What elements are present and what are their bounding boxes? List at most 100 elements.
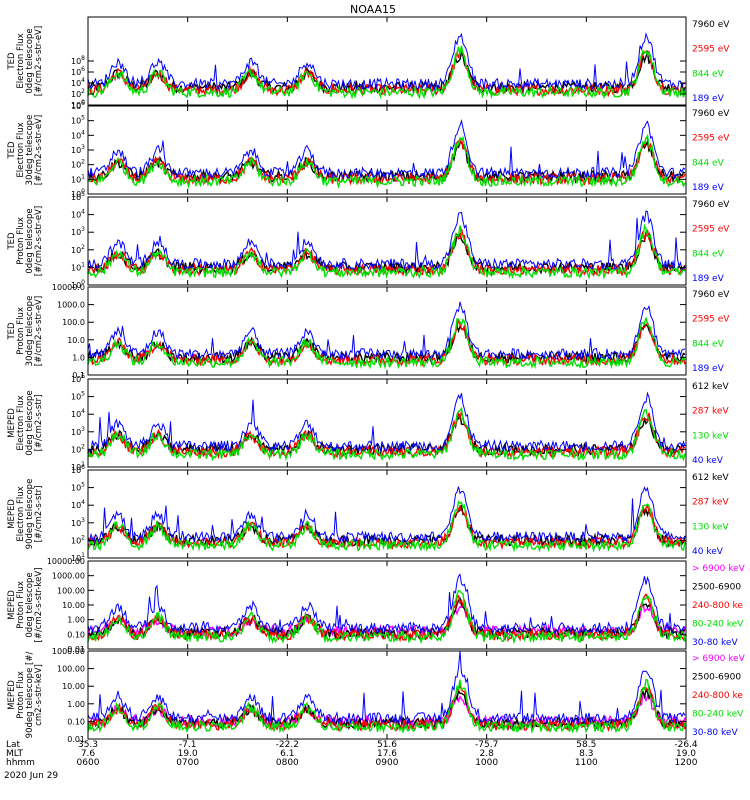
panel-3-legend: 7960 eV 2595 eV 844 eV 189 eV — [692, 200, 730, 284]
panel-4-ylabel: TEDProton Flux30deg telescope[#/cm2-s-st… — [7, 296, 44, 367]
legend-label: 2500-6900 — [692, 583, 741, 593]
lat-label: 35.3 — [78, 740, 98, 750]
ytick-label: 104 — [71, 499, 85, 510]
ytick-label: 105 — [71, 391, 85, 402]
panel-6-legend: 612 keV 287 keV 130 keV 40 keV — [692, 473, 729, 557]
mlt-label: 8.3 — [579, 749, 593, 759]
series-1-4-line — [87, 31, 686, 91]
bottom-row-label: hhmm — [6, 758, 35, 768]
legend-label: 7960 eV — [692, 290, 730, 300]
legend-label: 40 keV — [692, 456, 724, 466]
panel-6: 101 102 103 104 105 106 MEPEDElectron Flux90de… — [7, 464, 729, 563]
hhmm-label: 0700 — [176, 758, 199, 768]
legend-label: 612 keV — [692, 473, 729, 483]
lat-label: -22.2 — [276, 740, 299, 750]
panel-5-traces — [87, 391, 686, 462]
lat-label: 51.6 — [377, 740, 397, 750]
ytick-label: 10.00 — [62, 682, 85, 691]
series-7-4-line — [87, 589, 686, 645]
series-8-3-line — [87, 683, 686, 733]
legend-label: 2595 eV — [692, 45, 730, 55]
legend-label: 40 keV — [692, 547, 724, 557]
panel-7-ylabel: MEPEDProton Flux0deg telescope[#/cm2-s-s… — [7, 568, 44, 643]
ytick-label: 1000.0 — [57, 301, 85, 310]
series-3-2-line — [87, 228, 686, 278]
panel-5: 101 102 103 104 105 106 MEPEDElectron Flux0deg… — [7, 373, 729, 472]
ytick-label: 106 — [71, 464, 85, 475]
ytick-label: 103 — [71, 144, 85, 155]
ytick-label: 100 — [71, 279, 85, 290]
bottom-axis: LatMLThhmm35.37.60600-7.119.00700-22.26.… — [6, 740, 698, 768]
ytick-label: 100 — [71, 99, 85, 110]
legend-label: 2595 eV — [692, 315, 730, 325]
ytick-label: 10.0 — [67, 336, 85, 345]
legend-label: 844 eV — [692, 158, 725, 168]
ytick-label: 0.01 — [67, 735, 85, 744]
ytick-label: 102 — [71, 443, 85, 454]
legend-label: 189 eV — [692, 364, 725, 374]
ytick-label: 101 — [71, 552, 85, 563]
series-3-4-line — [87, 210, 686, 271]
panel-1-ylabel: TEDElectron Flux0deg telescope[#/cm2-s-s… — [7, 26, 44, 96]
legend-label: 287 keV — [692, 407, 729, 417]
panel-4-legend: 7960 eV 2595 eV 844 eV 189 eV — [692, 290, 730, 374]
ytick-label: 1000.00 — [52, 572, 85, 581]
ytick-label: 100.00 — [57, 665, 85, 674]
panel-1-traces — [87, 31, 686, 100]
ytick-label: 101 — [71, 173, 85, 184]
panel-8-legend: > 6900 keV 2500-6900 240-800 ke 80-240 keV 3… — [692, 654, 746, 738]
panel-2: 100 101 102 103 104 105 106 TEDElectron Flux30d… — [7, 100, 730, 199]
ytick-label: 1.00 — [67, 700, 85, 709]
ytick-label: 104 — [71, 408, 85, 419]
mlt-label: 19.0 — [676, 749, 696, 759]
ytick-label: 100 — [71, 188, 85, 199]
ytick-label: 1.00 — [67, 616, 85, 625]
legend-label: 7960 eV — [692, 20, 730, 30]
legend-label: 30-80 keV — [692, 728, 738, 738]
panel-2-ylabel: TEDElectron Flux30deg telescope[#/cm2-s-… — [7, 115, 44, 186]
ytick-label: 104 — [71, 209, 85, 220]
hhmm-label: 1100 — [575, 758, 598, 768]
legend-label: 130 keV — [692, 522, 729, 532]
panel-4: 0.1 1.0 10.0 100.0 1000.0 10000.0 TEDProton Fl… — [7, 283, 730, 380]
mlt-label: 17.6 — [377, 749, 397, 759]
series-6-4-line — [87, 486, 686, 544]
ytick-label: 106 — [71, 373, 85, 384]
ytick-label: 102 — [71, 159, 85, 170]
ytick-label: 10000.0 — [52, 283, 85, 292]
ytick-label: 104 — [71, 129, 85, 140]
legend-label: 189 eV — [692, 183, 725, 193]
panel-5-legend: 612 keV 287 keV 130 keV 40 keV — [692, 382, 729, 466]
ytick-label: 0.01 — [67, 645, 85, 654]
bottom-row-label: Lat — [6, 740, 21, 750]
series-5-3-line — [87, 406, 686, 462]
mlt-label: 2.8 — [480, 749, 495, 759]
ytick-label: 106 — [71, 66, 85, 77]
ytick-label: 102 — [71, 534, 85, 545]
series-4-1-line — [87, 323, 686, 366]
panel-7: 0.01 0.10 1.00 10.00 100.00 1000.00 10000.00ME… — [7, 557, 746, 654]
panel-7-legend: > 6900 keV 2500-6900 240-800 ke 80-240 keV 3… — [692, 564, 746, 648]
panel-8: 0.01 0.10 1.00 10.00 100.00 1000.00 MEPEDProto… — [7, 647, 746, 744]
lat-label: -26.4 — [674, 740, 698, 750]
mlt-label: 7.6 — [81, 749, 96, 759]
hhmm-label: 0600 — [77, 758, 100, 768]
ytick-label: 101 — [71, 461, 85, 472]
ytick-label: 105 — [71, 115, 85, 126]
figure-title: NOAA15 — [350, 3, 396, 16]
ytick-label: 100.00 — [57, 586, 85, 595]
panel-3: 100 101 102 103 104 105 TEDProton Flux0deg tel… — [7, 191, 730, 290]
ytick-label: 104 — [71, 77, 85, 88]
hhmm-label: 0800 — [276, 758, 299, 768]
panel-5-ylabel: MEPEDElectron Flux0deg telescope[#/cm2-s… — [7, 390, 44, 455]
ytick-label: 102 — [71, 88, 85, 99]
ytick-label: 103 — [71, 426, 85, 437]
legend-label: 2595 eV — [692, 225, 730, 235]
legend-label: 612 keV — [692, 382, 729, 392]
legend-label: 130 keV — [692, 431, 729, 441]
panel-2-traces — [87, 118, 686, 190]
bottom-row-label: MLT — [6, 749, 24, 759]
